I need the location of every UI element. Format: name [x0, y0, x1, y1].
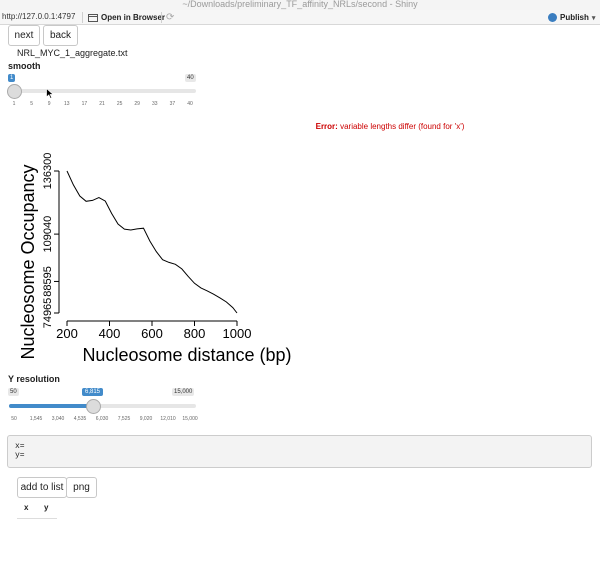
smooth-tick-labels: 1 5 9 13 17 21 25 29 33 37 40 [0, 101, 600, 109]
y-resolution-slider-handle[interactable] [86, 399, 102, 414]
x-axis-label: Nucleosome distance (bp) [82, 345, 291, 365]
x-tick-label: 200 [56, 326, 78, 341]
y-resolution-tick-label: 9,020 [139, 416, 153, 422]
smooth-tick-label: 29 [134, 101, 140, 107]
publish-icon [548, 13, 557, 22]
filename-text: NRL_MYC_1_aggregate.txt [17, 48, 128, 58]
error-message: Error: variable lengths differ (found fo… [300, 122, 480, 131]
y-resolution-label: Y resolution [8, 374, 60, 384]
smooth-max-badge: 40 [185, 74, 196, 82]
open-in-browser-button[interactable]: Open in Browser [88, 11, 165, 24]
smooth-tick-label: 25 [116, 101, 123, 107]
x-readout: x= [15, 442, 25, 451]
back-button[interactable]: back [43, 25, 78, 46]
publish-button[interactable]: Publish ▾ [548, 11, 595, 24]
toolbar-divider [82, 12, 83, 23]
table-header-y: y [44, 503, 49, 512]
error-text: variable lengths differ (found for 'x') [340, 122, 465, 131]
window-title: ~/Downloads/preliminary_TF_affinity_NRLs… [182, 0, 418, 9]
x-tick-label: 1000 [223, 326, 252, 341]
click-coordinates-output: x= y= [7, 435, 592, 468]
y-resolution-tick-label: 1,545 [29, 416, 43, 422]
smooth-tick-label: 21 [99, 101, 105, 107]
smooth-tick-label: 33 [152, 101, 158, 107]
smooth-tick-label: 17 [81, 101, 88, 107]
toolbar-divider [161, 12, 162, 23]
next-button[interactable]: next [8, 25, 40, 46]
y-resolution-slider-track[interactable] [9, 404, 196, 408]
y-resolution-value-badge: 6,815 [82, 388, 104, 396]
y-resolution-max-badge: 15,000 [172, 388, 195, 396]
y-resolution-tick-label: 12,010 [160, 416, 176, 422]
external-window-icon [88, 13, 98, 22]
y-resolution-tick-labels: 50 1,545 3,040 4,535 6,030 7,525 9,020 12,010 15… [0, 416, 600, 424]
refresh-icon[interactable]: ⟳ [166, 12, 175, 23]
chevron-down-icon: ▾ [591, 14, 596, 22]
y-tick-label: 88595 [42, 266, 54, 297]
y-resolution-tick-label: 6,030 [95, 416, 109, 422]
y-resolution-tick-label: 15,000 [182, 416, 198, 422]
y-resolution-tick-label: 7,525 [117, 416, 131, 422]
open-in-browser-label: Open in Browser [101, 13, 166, 22]
error-prefix: Error: [315, 122, 338, 131]
smooth-slider-handle[interactable] [7, 84, 22, 99]
y-tick-label: 109040 [42, 216, 54, 253]
smooth-tick-label: 9 [47, 101, 51, 107]
smooth-label: smooth [8, 61, 41, 71]
y-resolution-min-badge: 50 [8, 388, 19, 396]
smooth-tick-label: 37 [169, 101, 176, 107]
y-tick-label: 136300 [42, 153, 54, 190]
occupancy-line [66, 170, 238, 314]
smooth-tick-label: 40 [187, 101, 193, 107]
add-to-list-button[interactable]: add to list [17, 477, 67, 498]
y-resolution-tick-label: 4,535 [73, 416, 87, 422]
y-tick-label: 74965 [42, 298, 54, 329]
x-tick-label: 800 [184, 326, 206, 341]
smooth-tick-label: 5 [30, 101, 33, 107]
window-titlebar: ~/Downloads/preliminary_TF_affinity_NRLs… [0, 0, 600, 10]
y-readout: y= [15, 451, 25, 460]
viewer-toolbar: http://127.0.0.1:4797 Open in Browser ⟳ … [0, 10, 600, 25]
smooth-slider-track[interactable] [9, 89, 196, 93]
y-resolution-tick-label: 3,040 [51, 416, 65, 422]
y-resolution-slider-fill [9, 404, 94, 408]
points-table-header: x y [17, 503, 57, 519]
smooth-tick-label: 1 [12, 101, 16, 107]
mouse-cursor-icon [46, 88, 54, 99]
y-axis-label: Nucleosome Occupancy [18, 164, 38, 359]
smooth-tick-label: 13 [64, 101, 70, 107]
png-button[interactable]: png [66, 477, 97, 498]
x-tick-label: 600 [141, 326, 163, 341]
url-display: http://127.0.0.1:4797 [2, 12, 76, 21]
table-header-x: x [24, 503, 29, 512]
publish-label: Publish [560, 13, 589, 22]
smooth-value-badge: 1 [8, 74, 16, 82]
x-tick-label: 400 [99, 326, 121, 341]
y-resolution-tick-label: 50 [11, 416, 17, 422]
